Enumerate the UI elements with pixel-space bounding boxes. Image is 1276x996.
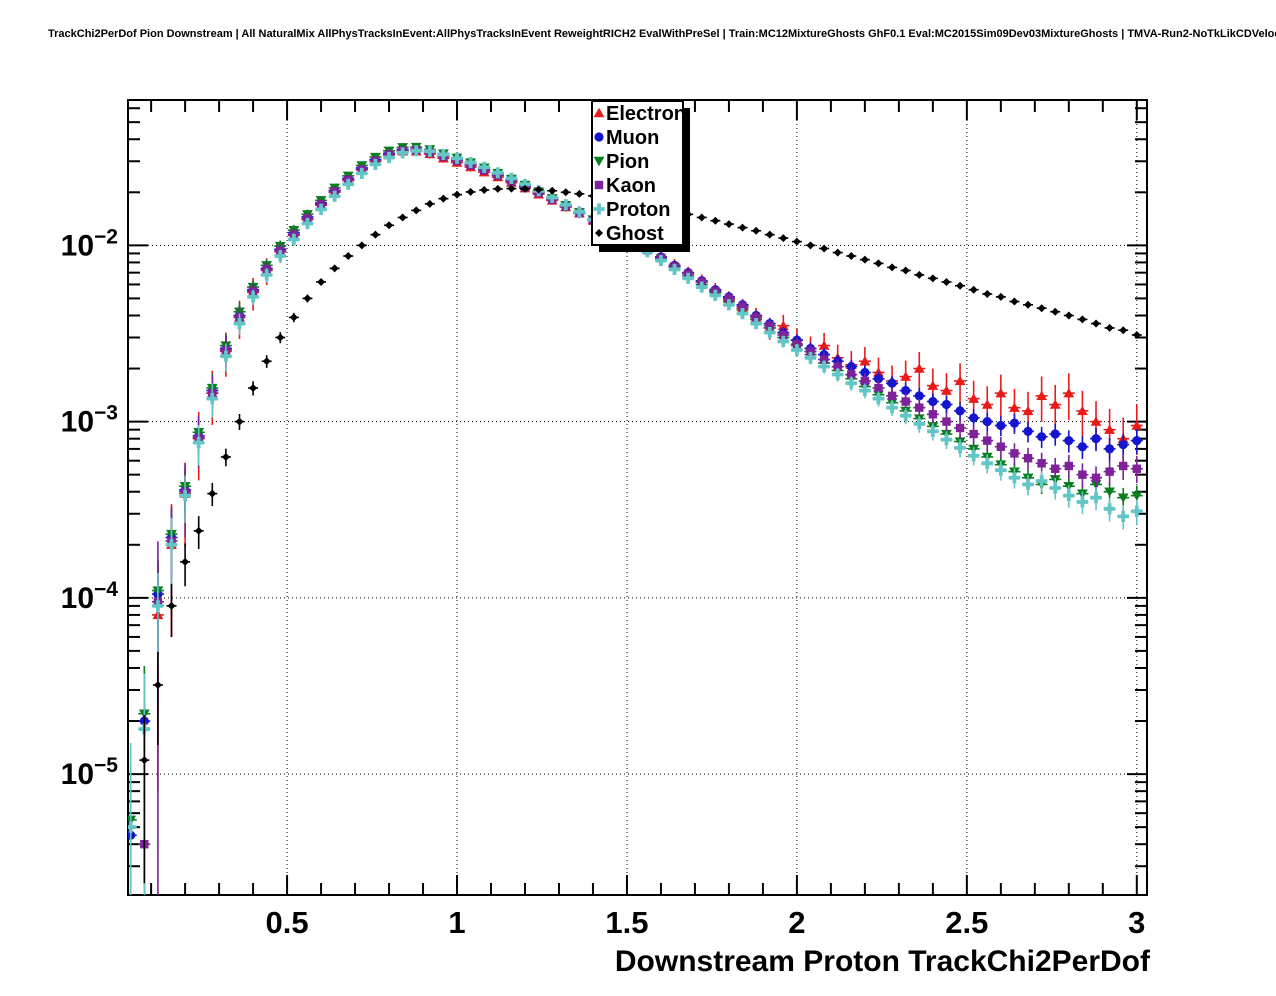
svg-text:10−2: 10−2 [61, 225, 118, 262]
legend-entry-electron: Electron [593, 103, 686, 125]
svg-text:0.5: 0.5 [266, 905, 309, 940]
svg-text:2: 2 [788, 905, 805, 940]
svg-text:Pion: Pion [606, 151, 649, 173]
svg-text:Kaon: Kaon [606, 175, 656, 197]
legend-entry-ghost: Ghost [595, 223, 664, 245]
x-tick-labels: 0.5 1 1.5 2 2.5 3 [266, 905, 1146, 940]
svg-text:10−3: 10−3 [61, 402, 118, 439]
svg-text:1: 1 [448, 905, 465, 940]
svg-text:Electron: Electron [606, 103, 686, 125]
x-axis-title: Downstream Proton TrackChi2PerDof [615, 945, 1151, 978]
svg-text:3: 3 [1128, 905, 1145, 940]
svg-text:10−4: 10−4 [61, 578, 119, 615]
svg-text:1.5: 1.5 [605, 905, 648, 940]
svg-text:2.5: 2.5 [945, 905, 988, 940]
svg-text:Ghost: Ghost [606, 223, 664, 245]
axis-ticks [128, 100, 1147, 895]
legend-entry-kaon: Kaon [594, 175, 656, 197]
series-proton [128, 145, 1143, 895]
plot-title: TrackChi2PerDof Pion Downstream | All Na… [48, 28, 1276, 40]
svg-text:Proton: Proton [606, 199, 670, 221]
y-tick-labels: 10−2 10−3 10−4 10−5 [61, 225, 119, 791]
svg-text:Muon: Muon [606, 127, 659, 149]
legend-entry-proton: Proton [593, 199, 670, 221]
legend-entry-muon: Muon [594, 127, 659, 149]
svg-text:10−5: 10−5 [61, 754, 119, 791]
legend-entry-pion: Pion [593, 151, 649, 173]
legend-box [591, 100, 684, 246]
